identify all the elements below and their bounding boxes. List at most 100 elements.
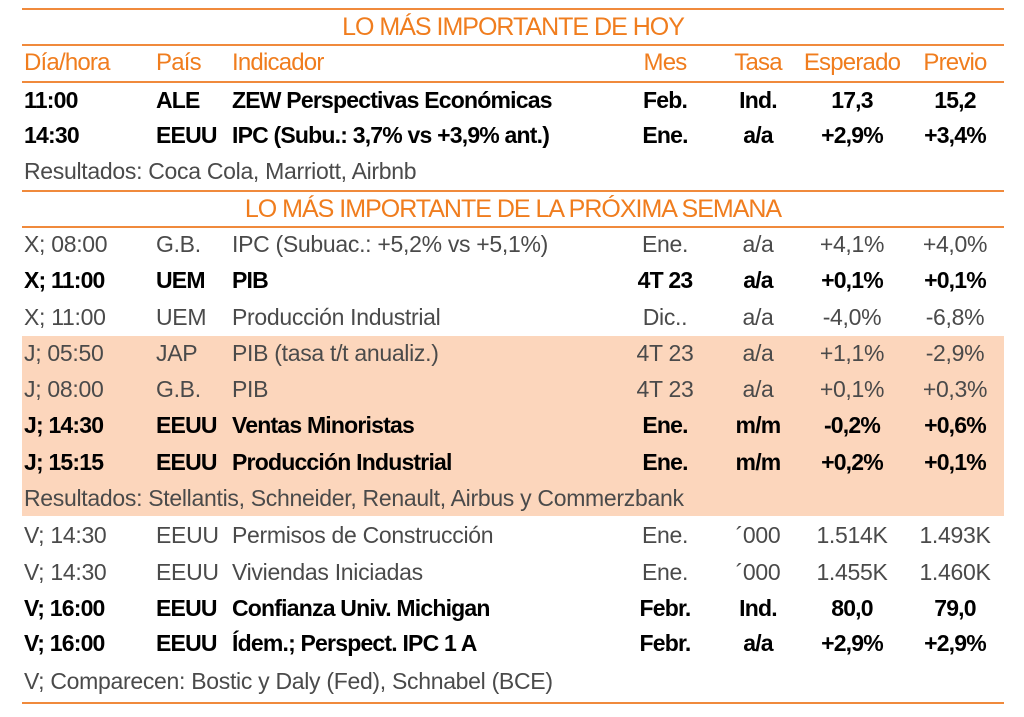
cell-month: Ene. [642, 449, 688, 475]
cell-month: Feb. [642, 87, 688, 113]
cell-expected: +4,1% [819, 231, 885, 257]
cell-previous: +0,3% [922, 376, 988, 402]
today-note-row: Resultados: Coca Cola, Marriott, Airbnb [0, 153, 1024, 189]
cell-country: EEUU [156, 630, 217, 656]
cell-country: UEM [156, 304, 207, 330]
section-rule [22, 190, 1004, 192]
cell-indicator: Confianza Univ. Michigan [232, 595, 490, 621]
cell-country: ALE [156, 87, 200, 113]
cell-rate: a/a [742, 231, 774, 257]
cell-month: Febr. [639, 595, 692, 621]
cell-expected: -0,2% [823, 412, 881, 438]
top-rule [22, 8, 1004, 10]
cell-previous: 1.460K [919, 559, 991, 585]
cell-time: J; 05:50 [24, 340, 104, 366]
cell-time: J; 15:15 [24, 449, 104, 475]
event-row: X; 11:00 UEM Producción Industrial Dic.. a/a… [0, 299, 1024, 335]
cell-rate: ´000 [735, 559, 781, 585]
cell-country: EEUU [156, 122, 217, 148]
event-row: 14:30 EEUU IPC (Subu.: 3,7% vs +3,9% ant.)… [0, 117, 1024, 153]
cell-rate: m/m [735, 412, 782, 438]
cell-previous: 79,0 [934, 595, 976, 621]
cell-month: 4T 23 [637, 267, 694, 293]
cell-time: X; 11:00 [24, 267, 105, 293]
cell-previous: +0,6% [924, 412, 987, 438]
event-row: J; 05:50 JAP PIB (tasa t/t anualiz.) 4T 23 a… [0, 335, 1024, 371]
cell-previous: +4,0% [922, 231, 988, 257]
cell-country: G.B. [156, 376, 201, 402]
cell-previous: +0,1% [924, 449, 987, 475]
cell-country: EEUU [156, 595, 217, 621]
today-note: Resultados: Coca Cola, Marriott, Airbnb [24, 158, 417, 184]
cell-expected: +2,9% [821, 630, 884, 656]
cell-expected: -4,0% [822, 304, 882, 330]
cell-expected: 80,0 [831, 595, 873, 621]
cell-expected: +2,9% [821, 122, 884, 148]
cell-indicator: Producción Industrial [232, 304, 441, 330]
today-title: LO MÁS IMPORTANTE DE HOY [342, 13, 685, 41]
cell-time: V; 14:30 [24, 559, 107, 585]
cell-country: EEUU [156, 522, 219, 548]
cell-previous: 15,2 [934, 87, 976, 113]
cell-rate: Ind. [739, 595, 777, 621]
cell-indicator: IPC (Subu.: 3,7% vs +3,9% ant.) [232, 122, 550, 148]
header-expected: Esperado [803, 49, 901, 76]
header-country: País [156, 49, 202, 76]
cell-rate: a/a [743, 267, 773, 293]
header-month: Mes [643, 49, 688, 76]
cell-country: JAP [156, 340, 198, 366]
event-row: X; 11:00 UEM PIB 4T 23 a/a +0,1% +0,1% [0, 262, 1024, 298]
cell-country: EEUU [156, 449, 217, 475]
event-row: V; 16:00 EEUU Confianza Univ. Michigan Febr… [0, 590, 1024, 626]
cell-indicator: Producción Industrial [232, 449, 452, 475]
cell-previous: -2,9% [925, 340, 985, 366]
cell-indicator: Viviendas Iniciadas [232, 559, 423, 585]
header-indicator: Indicador [232, 49, 324, 76]
cell-indicator: Permisos de Construcción [232, 522, 494, 548]
cell-rate: a/a [742, 304, 774, 330]
cell-previous: -6,8% [925, 304, 985, 330]
highlight-band [22, 336, 1004, 516]
cell-rate: m/m [735, 449, 782, 475]
cell-month: Ene. [642, 122, 688, 148]
cell-rate: ´000 [735, 522, 781, 548]
cell-indicator: PIB [232, 267, 269, 293]
cell-previous: 1.493K [919, 522, 991, 548]
cell-country: EEUU [156, 412, 217, 438]
event-row: V; 14:30 EEUU Viviendas Iniciadas Ene. ´000 1… [0, 554, 1024, 590]
cell-time: 11:00 [24, 87, 78, 113]
cell-time: X; 08:00 [24, 231, 108, 257]
cell-country: EEUU [156, 559, 219, 585]
header-time: Día/hora [24, 49, 110, 76]
cell-time: J; 14:30 [24, 412, 104, 438]
cell-expected: +1,1% [819, 340, 885, 366]
next-week-title: LO MÁS IMPORTANTE DE LA PRÓXIMA SEMANA [244, 195, 782, 223]
event-row: 11:00 ALE ZEW Perspectivas Económicas Feb. I… [0, 82, 1024, 118]
cell-indicator: Ídem.; Perspect. IPC 1 A [232, 630, 477, 656]
cell-expected: 1.455K [816, 559, 888, 585]
cell-time: V; 16:00 [24, 595, 105, 621]
cell-rate: Ind. [739, 87, 777, 113]
cell-time: V; 14:30 [24, 522, 107, 548]
cell-country: G.B. [156, 231, 201, 257]
cell-rate: a/a [742, 376, 774, 402]
cell-indicator: PIB (tasa t/t anualiz.) [232, 340, 439, 366]
cell-indicator: IPC (Subuac.: +5,2% vs +5,1%) [232, 231, 549, 257]
bottom-rule [22, 702, 1004, 704]
note-row: V; Comparecen: Bostic y Daly (Fed), Schn… [0, 663, 1024, 699]
event-row: X; 08:00 G.B. IPC (Subuac.: +5,2% vs +5,1%… [0, 226, 1024, 262]
cell-rate: a/a [742, 340, 774, 366]
event-row: J; 08:00 G.B. PIB 4T 23 a/a +0,1% +0,3% [0, 371, 1024, 407]
header-rate: Tasa [734, 49, 782, 76]
cell-indicator: ZEW Perspectivas Económicas [232, 87, 553, 113]
title-rule [22, 44, 1004, 46]
cell-expected: +0,2% [821, 449, 884, 475]
cell-rate: a/a [743, 122, 773, 148]
cell-month: Febr. [639, 630, 692, 656]
cell-month: Ene. [641, 522, 689, 548]
header-rule [22, 81, 1004, 83]
cell-month: Ene. [641, 559, 689, 585]
cell-month: 4T 23 [636, 340, 694, 366]
header-previous: Previo [923, 49, 987, 76]
cell-time: 14:30 [24, 122, 80, 148]
